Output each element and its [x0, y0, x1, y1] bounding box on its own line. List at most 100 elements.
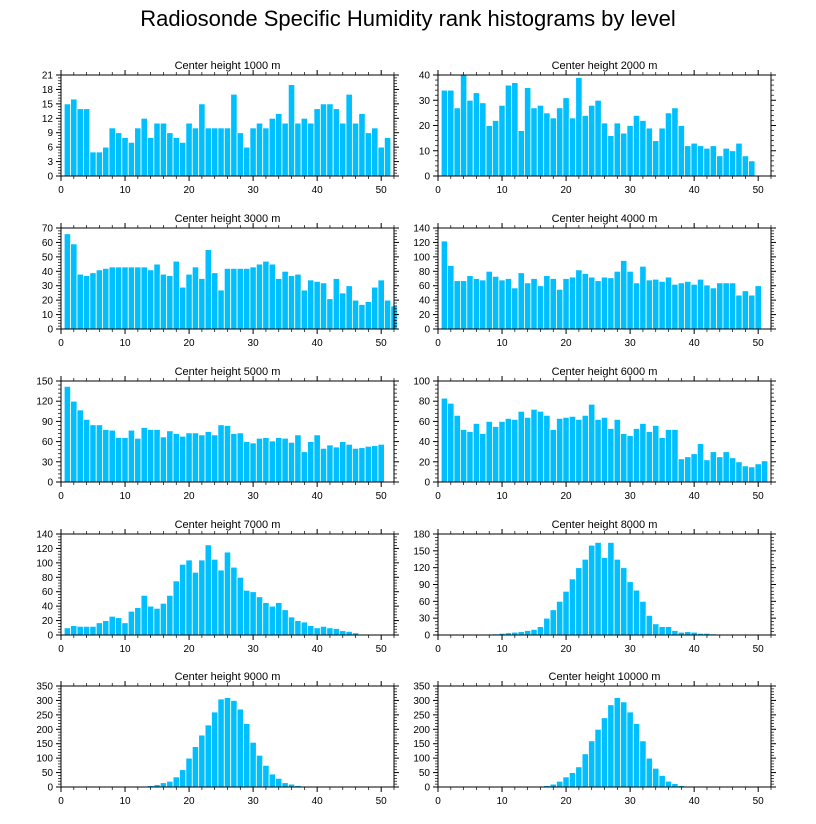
- y-tick-label: 0: [424, 783, 430, 794]
- histogram-bar: [89, 151, 97, 177]
- chart-panel-5: Center height 5000 m 0 30 60 90 120 150 0 10 20 30…: [36, 366, 399, 502]
- histogram-bar: [556, 780, 564, 788]
- histogram-bar: [453, 107, 461, 177]
- histogram-bar: [377, 279, 385, 330]
- x-tick-label: 30: [248, 491, 260, 502]
- histogram-bar: [153, 429, 161, 483]
- histogram-bar: [147, 269, 155, 330]
- x-tick-label: 30: [248, 796, 260, 807]
- histogram-bar: [198, 559, 206, 636]
- histogram-bar: [198, 103, 206, 177]
- histogram-bar: [326, 103, 334, 177]
- histogram-bar: [204, 249, 212, 330]
- histogram-bar: [485, 420, 493, 483]
- chart-panel-2: Center height 2000 m 0 10 20 30 40 0 10 20 30 40 50: [419, 60, 776, 196]
- histogram-bar: [479, 433, 487, 483]
- histogram-bar: [517, 130, 525, 177]
- x-tick-label: 10: [496, 338, 508, 349]
- x-tick-label: 50: [376, 185, 388, 196]
- histogram-bar: [95, 622, 104, 636]
- histogram-bar: [307, 625, 315, 636]
- histogram-bar: [95, 424, 104, 483]
- histogram-bar: [262, 764, 270, 788]
- histogram-bar: [728, 282, 737, 330]
- histogram-bar: [108, 429, 116, 483]
- histogram-bar: [613, 122, 621, 177]
- histogram-bar: [262, 127, 270, 177]
- y-tick-label: 20: [419, 121, 431, 132]
- histogram-bar: [249, 127, 257, 177]
- histogram-bar: [345, 93, 353, 177]
- histogram-bar: [172, 580, 180, 636]
- histogram-bar: [300, 289, 308, 330]
- histogram-bar: [281, 609, 289, 636]
- y-tick-label: 21: [42, 71, 54, 82]
- histogram-bar: [620, 433, 628, 483]
- histogram-bar: [63, 385, 72, 483]
- histogram-bar: [134, 437, 142, 483]
- histogram-bar: [307, 441, 315, 483]
- histogram-bar: [121, 437, 129, 483]
- histogram-bar: [294, 620, 302, 636]
- histogram-bar: [236, 267, 244, 330]
- histogram-bar: [684, 631, 692, 636]
- y-tick-label: 20: [419, 457, 431, 468]
- x-tick-label: 40: [312, 796, 324, 807]
- histogram-bar: [179, 769, 187, 788]
- histogram-bar: [243, 589, 251, 636]
- histogram-bar: [127, 610, 136, 636]
- histogram-bar: [115, 266, 123, 330]
- histogram-bar: [268, 263, 276, 330]
- y-tick-label: 180: [413, 530, 430, 541]
- histogram-bar: [703, 459, 711, 483]
- histogram-bar: [287, 275, 296, 330]
- histogram-bar: [652, 623, 660, 636]
- histogram-bar: [140, 594, 148, 636]
- x-tick-label: 50: [376, 338, 388, 349]
- y-tick-label: 60: [419, 417, 431, 428]
- histogram-bar: [504, 417, 513, 483]
- histogram-bar: [632, 282, 641, 330]
- histogram-bar: [268, 117, 276, 177]
- y-tick-label: 90: [42, 417, 54, 428]
- histogram-bar: [121, 266, 129, 330]
- y-tick-label: 100: [36, 558, 53, 569]
- histogram-bar: [517, 272, 525, 330]
- panel-title: Center height 3000 m: [175, 213, 281, 225]
- histogram-bar: [562, 590, 570, 636]
- x-tick-label: 50: [753, 796, 765, 807]
- x-tick-label: 40: [689, 491, 701, 502]
- histogram-bar: [581, 273, 589, 330]
- histogram-bar: [453, 414, 461, 483]
- histogram-bar: [102, 620, 110, 636]
- histogram-bar: [70, 625, 78, 636]
- histogram-bar: [498, 104, 506, 177]
- histogram-bar: [626, 270, 634, 330]
- y-tick-label: 100: [413, 252, 430, 263]
- histogram-bar: [722, 147, 730, 177]
- histogram-bar: [677, 458, 685, 483]
- histogram-bar: [760, 460, 769, 483]
- histogram-bar: [211, 558, 219, 636]
- histogram-bar: [134, 607, 142, 636]
- y-tick-label: 3: [47, 157, 53, 168]
- histogram-bar: [511, 82, 519, 177]
- histogram-bar: [89, 272, 97, 330]
- histogram-bar: [684, 145, 692, 177]
- histogram-bar: [588, 740, 596, 788]
- x-tick-label: 50: [753, 185, 765, 196]
- histogram-bar: [613, 697, 621, 788]
- histogram-bar: [620, 260, 628, 330]
- histogram-bar: [300, 117, 308, 177]
- histogram-bar: [358, 304, 366, 330]
- histogram-bar: [575, 418, 583, 483]
- histogram-bar: [223, 551, 232, 636]
- x-tick-label: 0: [435, 796, 441, 807]
- histogram-bar: [568, 578, 577, 636]
- histogram-bar: [620, 132, 628, 177]
- y-tick-label: 0: [47, 325, 53, 336]
- panel-title: Center height 5000 m: [175, 366, 281, 378]
- y-tick-label: 120: [413, 238, 430, 249]
- histogram-bar: [453, 280, 461, 330]
- histogram-bar: [543, 112, 551, 177]
